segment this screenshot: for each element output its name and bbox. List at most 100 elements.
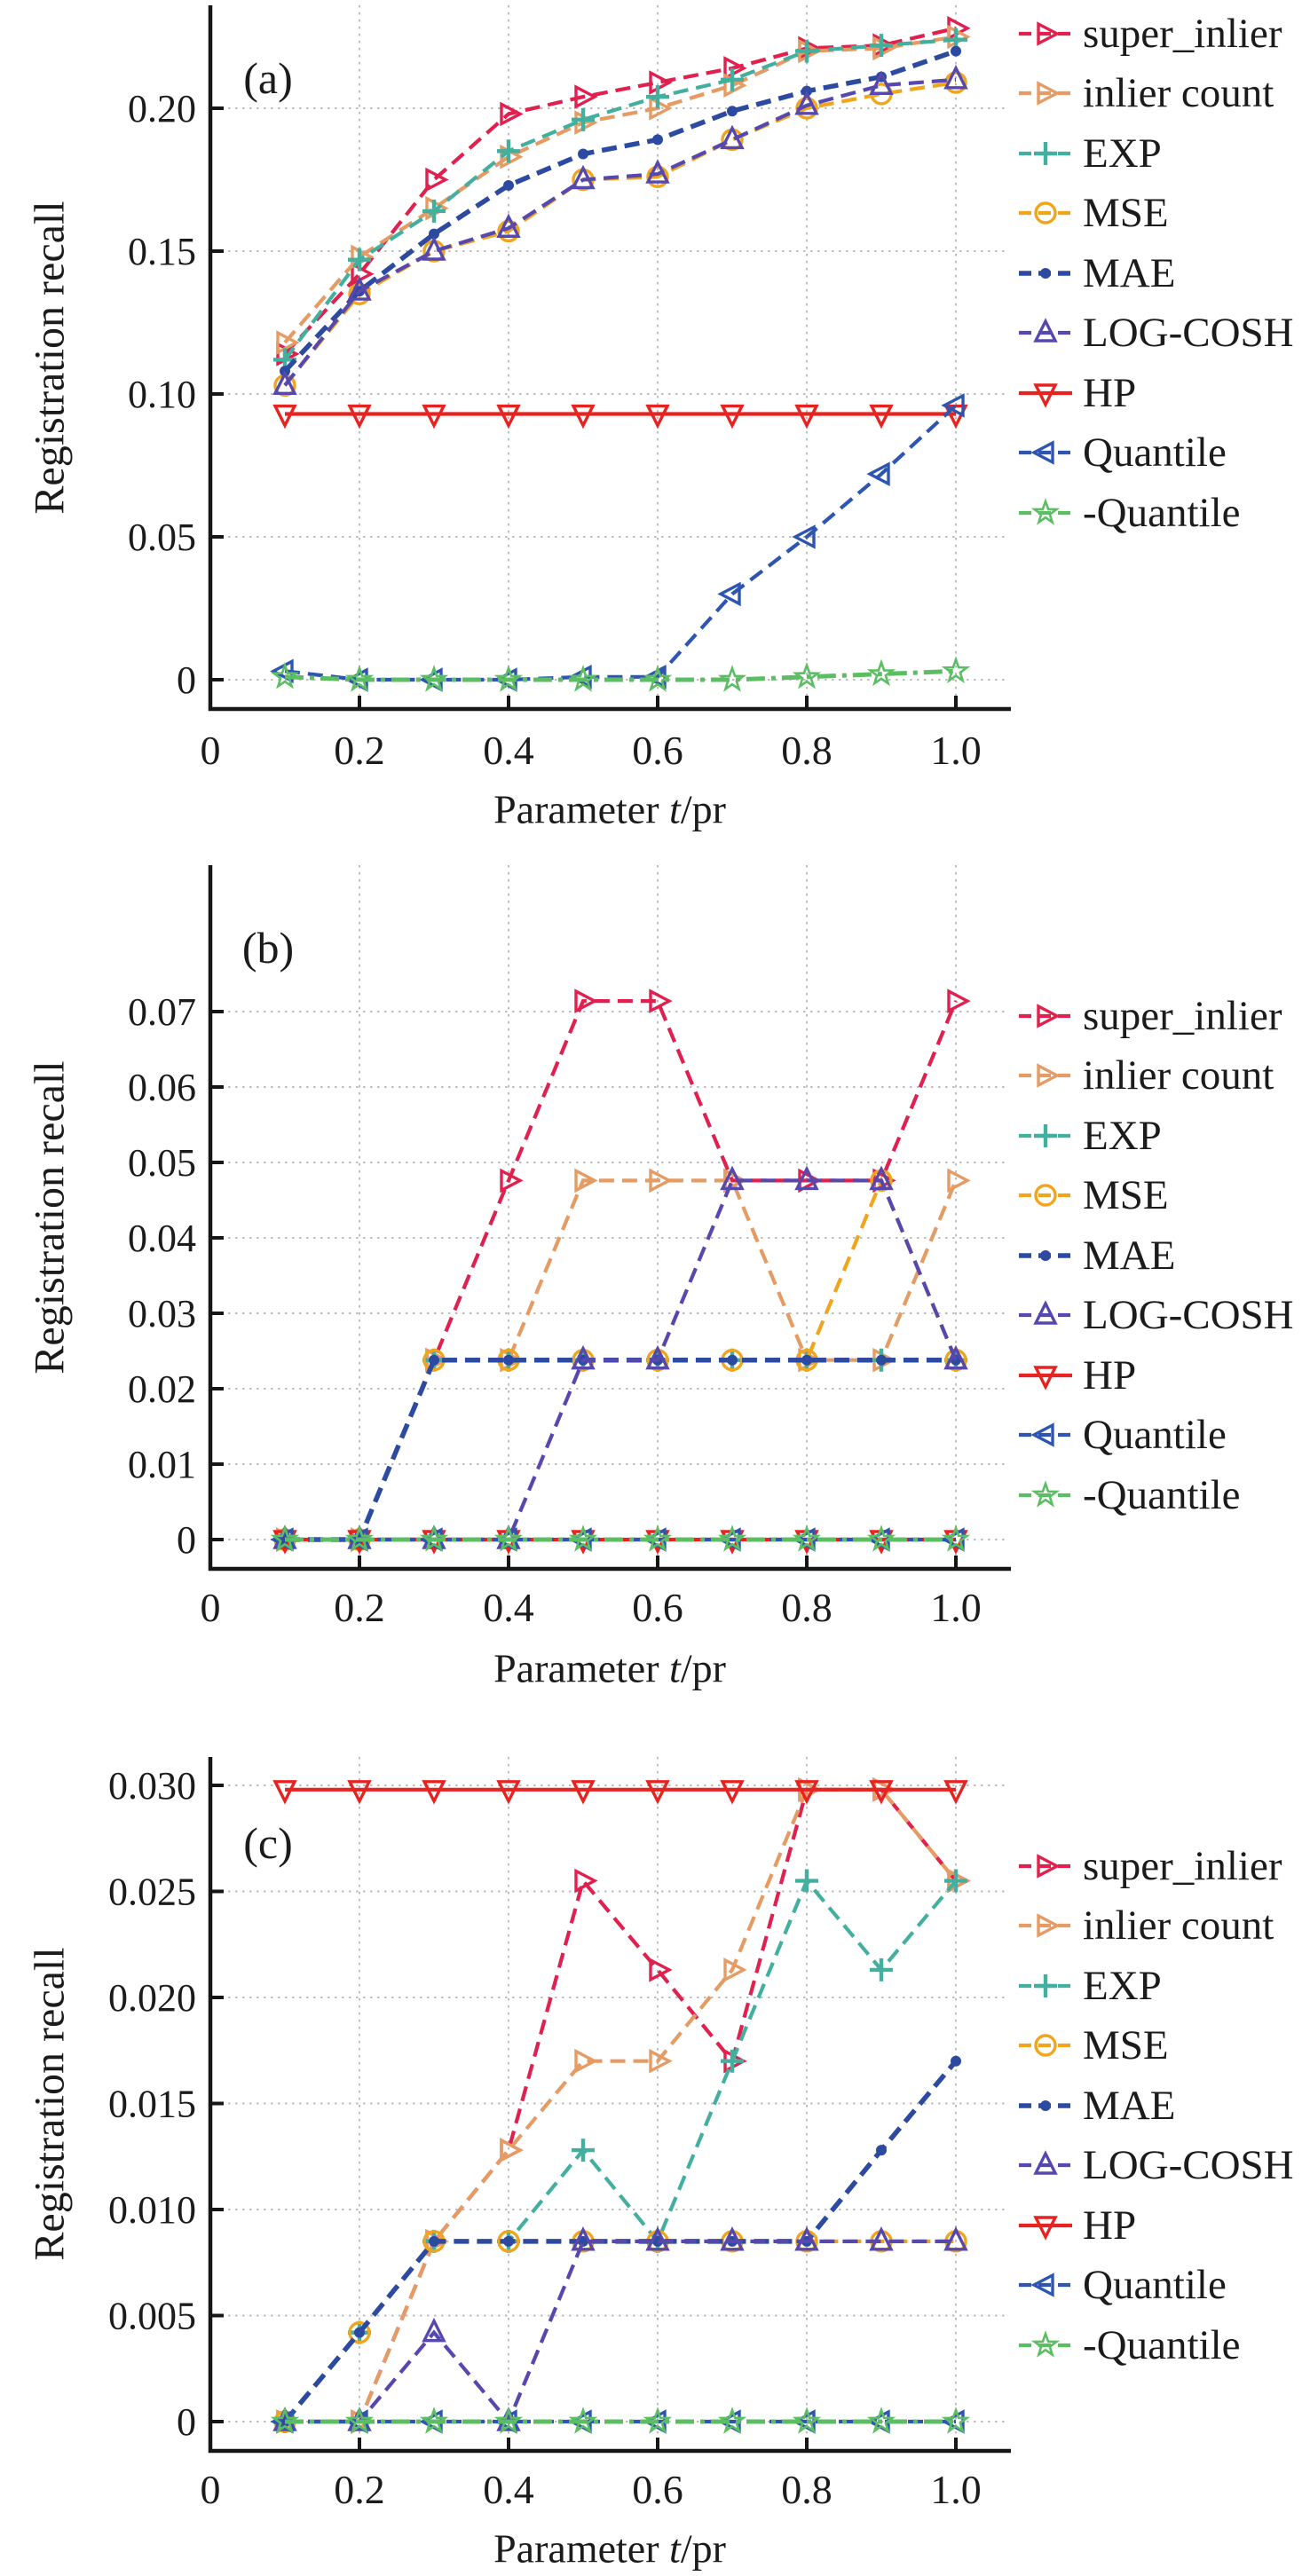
x-tick-label: 1.0 — [930, 2467, 982, 2512]
panel-label: (c) — [243, 1818, 293, 1868]
x-tick-label: 0.8 — [781, 2467, 833, 2512]
legend-label: MAE — [1083, 249, 1176, 296]
x-axis-title: Parameter t/pr — [493, 2525, 726, 2572]
y-axis-title: Registration recall — [26, 1060, 74, 1375]
y-tick-label: 0.10 — [128, 373, 196, 416]
legend-label: -Quantile — [1083, 2321, 1241, 2368]
x-axis-title: Parameter t/pr — [493, 786, 726, 832]
series-markers-hp — [272, 404, 968, 429]
legend-item-inlier-count: inlier count — [1017, 1046, 1294, 1107]
y-tick-label: 0.010 — [108, 2188, 196, 2232]
y-tick-label: 0.005 — [108, 2295, 196, 2338]
legend-label: HP — [1083, 369, 1137, 416]
legend-item-super-inlier: super_inlier — [1017, 1836, 1294, 1896]
series-markers-exp — [273, 1869, 967, 2433]
series-markers--quantile — [270, 2407, 971, 2434]
panel-label: (a) — [243, 53, 293, 103]
series-line-quantile — [284, 404, 958, 682]
y-tick-label: 0.020 — [108, 1976, 196, 2020]
legend-label: -Quantile — [1083, 1471, 1241, 1518]
legend-item-hp: HP — [1017, 1345, 1294, 1406]
y-tick-label: 0.05 — [128, 516, 196, 559]
legend-label: MSE — [1083, 2022, 1169, 2069]
legend-item-quantile: Quantile — [1017, 2256, 1294, 2316]
super-inlier-marker-icon — [1019, 20, 1072, 46]
legend-item-hp: HP — [1017, 363, 1294, 423]
legend-item--quantile: -Quantile — [1017, 1465, 1294, 1525]
-quantile-marker-icon — [1019, 2329, 1072, 2358]
series-markers-mse — [273, 71, 967, 398]
series-markers-hp — [272, 1780, 968, 1805]
panel-c: 0 0.005 0.010 0.015 0.020 0.025 0.030 0 0.2 0.4 0.… — [0, 1708, 1310, 2576]
y-tick-label: 0.07 — [128, 990, 196, 1034]
series-line-exp — [283, 1877, 958, 2423]
mae-marker-icon — [1019, 267, 1072, 279]
x-tick-label: 0.6 — [632, 1585, 683, 1630]
y-tick-label: 0 — [177, 2400, 196, 2444]
legend-label: inlier count — [1083, 1902, 1274, 1950]
legend: super_inlier inlier count EXP MSE MAE LOG-COS… — [1017, 986, 1294, 1525]
legend-label: EXP — [1083, 1962, 1162, 2009]
y-tick-label: 0.01 — [128, 1443, 196, 1486]
legend-item-mse: MSE — [1017, 184, 1294, 244]
x-tick-label: 0.6 — [632, 2467, 683, 2512]
series-line-inlier-count — [285, 1787, 958, 2424]
plot-area-c: 0 0.005 0.010 0.015 0.020 0.025 0.030 0 0.2 0.4 0.… — [108, 1757, 1011, 2512]
legend-label: HP — [1083, 2202, 1137, 2249]
series-line-log-cosh — [285, 1178, 958, 1542]
panel-label: (b) — [241, 923, 295, 973]
series-markers-super-inlier — [276, 1776, 971, 2434]
legend-item-mse: MSE — [1017, 1166, 1294, 1226]
x-tick-label: 0.8 — [781, 1585, 833, 1630]
series-markers-mae — [280, 45, 961, 377]
legend-item-hp: HP — [1017, 2195, 1294, 2256]
x-tick-label: 0.4 — [483, 2467, 534, 2512]
x-tick-label: 1.0 — [930, 728, 982, 773]
legend-label: LOG-COSH — [1083, 310, 1294, 357]
legend-label: MAE — [1083, 2082, 1176, 2129]
y-tick-label: 0 — [177, 1518, 196, 1562]
log-cosh-marker-icon — [1019, 1300, 1072, 1325]
y-tick-label: 0.20 — [128, 87, 196, 130]
legend-item-exp: EXP — [1017, 123, 1294, 184]
y-axis-title: Registration recall — [26, 1947, 74, 2261]
panel-b: 0 0.01 0.02 0.03 0.04 0.05 0.06 0.07 0 0.2 0.4 0.6 0… — [0, 843, 1310, 1708]
x-tick-label: 0 — [201, 728, 221, 773]
y-tick-label: 0 — [177, 658, 196, 702]
super-inlier-marker-icon — [1019, 1003, 1072, 1028]
legend-label: EXP — [1083, 1112, 1162, 1159]
series-markers--quantile — [270, 1524, 971, 1552]
x-tick-label: 0 — [201, 2467, 221, 2512]
exp-marker-icon — [1019, 1973, 1072, 1997]
log-cosh-marker-icon — [1019, 318, 1072, 343]
legend-item-mae: MAE — [1017, 2076, 1294, 2136]
series-line-log-cosh — [283, 77, 957, 387]
legend-label: MSE — [1083, 1172, 1169, 1219]
legend-item-super-inlier: super_inlier — [1017, 4, 1294, 64]
legend-label: MAE — [1083, 1232, 1176, 1279]
legend-item-mse: MSE — [1017, 2016, 1294, 2076]
legend-item-mae: MAE — [1017, 1225, 1294, 1286]
x-tick-label: 0.8 — [781, 728, 833, 773]
x-tick-label: 0.6 — [632, 728, 683, 773]
series-line-super-inlier — [283, 26, 957, 356]
series-line-super-inlier — [285, 1787, 958, 2424]
mae-marker-icon — [1019, 1249, 1072, 1261]
y-tick-label: 0.02 — [128, 1367, 196, 1411]
legend-item-mae: MAE — [1017, 243, 1294, 303]
legend: super_inlier inlier count EXP MSE MAE LOG-COS… — [1017, 4, 1294, 543]
series-line-mse — [283, 80, 957, 387]
series-markers-exp — [273, 28, 967, 372]
hp-marker-icon — [1019, 383, 1072, 408]
panel-a: 0 0.05 0.10 0.15 0.20 0 0.2 0.4 0.6 0.8 1.0 Regist… — [0, 0, 1310, 843]
legend-label: LOG-COSH — [1083, 1292, 1294, 1339]
series-line-exp — [283, 37, 957, 361]
legend-item-exp: EXP — [1017, 1956, 1294, 2016]
super-inlier-marker-icon — [1019, 1853, 1072, 1879]
series-line-inlier-count — [285, 1178, 958, 1542]
legend-label: LOG-COSH — [1083, 2142, 1294, 2189]
series-line-exp — [285, 1358, 956, 1542]
legend-label: super_inlier — [1083, 1842, 1282, 1889]
